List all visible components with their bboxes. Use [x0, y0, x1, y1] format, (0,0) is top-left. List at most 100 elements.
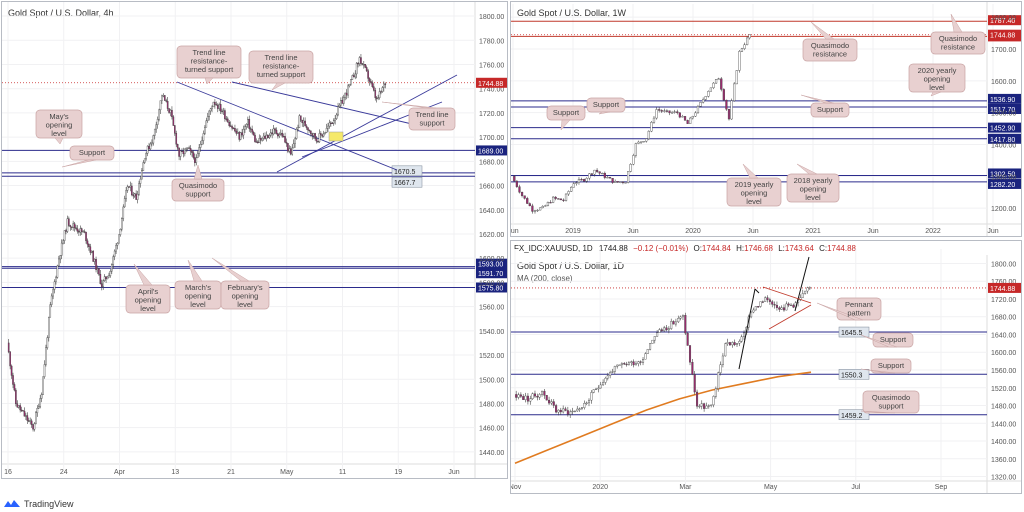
candle-body — [300, 115, 302, 121]
x-tick-label: 2022 — [925, 228, 941, 235]
candle-body — [714, 79, 718, 84]
candle-body — [804, 290, 807, 294]
callout-quasimodo-resistance-b-pointer — [950, 13, 963, 33]
x-tick-label: Jun — [747, 228, 758, 235]
candle-body — [645, 138, 648, 142]
candle-body — [724, 343, 727, 357]
candle-body — [48, 316, 50, 338]
level-price-tag-text: 1517.70 — [990, 107, 1015, 114]
candle-body — [658, 329, 661, 333]
candle-body — [82, 231, 84, 233]
candle-body — [677, 318, 680, 323]
y-tick-label: 1700.00 — [991, 47, 1016, 54]
callout-quasimodo-resistance-a-pointer — [810, 21, 835, 40]
candle-body — [36, 407, 39, 413]
candle-body — [679, 316, 682, 319]
candle-body — [583, 403, 586, 408]
candle-body — [686, 332, 689, 346]
candle-body — [364, 64, 367, 68]
candle-body — [555, 405, 558, 413]
chart-panel-1d[interactable]: FX_IDC:XAUUSD, 1D 1744.88 −0.12 (−0.01%)… — [510, 240, 1022, 494]
candle-body — [383, 83, 385, 88]
chart-1w-canvas[interactable]: Gold Spot / U.S. Dollar, 1W 1787.401739.… — [511, 2, 1021, 236]
callout-pennant-pattern-pointer — [816, 302, 864, 321]
candle-body — [518, 186, 521, 193]
x-tick-label: Mar — [679, 484, 692, 491]
callout-support-text: Support — [79, 148, 106, 157]
callout-quasimodo-resistance-a-text: Quasimodo resistance — [811, 41, 849, 59]
candle-body — [703, 403, 706, 409]
candle-body — [571, 410, 574, 413]
candle-body — [528, 203, 531, 207]
candle-body — [748, 34, 751, 39]
candle-body — [185, 147, 188, 150]
candle-body — [688, 345, 692, 363]
candle-body — [153, 128, 156, 136]
x-tick-label: 24 — [60, 469, 68, 476]
candle-body — [60, 242, 63, 256]
candle-body — [719, 364, 722, 373]
candle-body — [249, 128, 252, 130]
candle-body — [158, 109, 160, 120]
y-tick-label: 1640.00 — [479, 208, 504, 215]
callout-april-opening-pointer — [133, 263, 153, 286]
tradingview-logo-icon — [4, 500, 20, 507]
candle-body — [554, 196, 557, 199]
candle-body — [515, 180, 518, 187]
x-tick-label: 2019 — [565, 228, 581, 235]
candle-body — [261, 137, 263, 141]
candle-body — [559, 198, 562, 201]
candle-body — [294, 138, 296, 144]
candle-body — [307, 127, 309, 131]
candle-body — [545, 395, 548, 401]
candle-body — [176, 144, 179, 149]
candle-body — [696, 391, 699, 407]
chart-1d-canvas[interactable]: FX_IDC:XAUUSD, 1D 1744.88 −0.12 (−0.01%)… — [511, 241, 1021, 493]
candle-body — [330, 122, 332, 124]
candle-body — [674, 321, 677, 325]
candle-body — [649, 343, 652, 350]
candle-body — [340, 100, 342, 106]
candle-body — [29, 420, 31, 422]
candle-body — [40, 394, 43, 399]
candle-body — [730, 100, 733, 120]
candle-body — [248, 118, 251, 129]
last-price-tag — [476, 77, 507, 88]
candle-body — [35, 412, 37, 424]
candle-body — [274, 128, 276, 131]
brand-footer[interactable]: TradingView — [4, 497, 74, 511]
callout-may-opening-text: May's opening level — [46, 112, 73, 138]
candle-body — [85, 231, 87, 242]
candle-body — [587, 399, 591, 404]
callout-quasimodo-support-text: Quasimodo support — [872, 393, 910, 411]
candle-body — [637, 361, 640, 364]
ma-legend: MA (200, close) — [517, 274, 573, 283]
candle-body — [720, 78, 723, 90]
candle-body — [377, 97, 379, 99]
candle-body — [182, 150, 185, 155]
candle-body — [347, 85, 349, 96]
candle-body — [529, 398, 532, 402]
level-box-tag-text: 1670.5 — [394, 169, 416, 176]
chart-panel-4h[interactable]: Gold Spot / U.S. Dollar, 4h 1689.00 1593.… — [1, 1, 508, 479]
close-value: 1744.88 — [827, 244, 856, 253]
candle-body — [195, 157, 198, 163]
candle-body — [590, 173, 594, 175]
candle-body — [88, 244, 90, 247]
candle-body — [712, 82, 715, 89]
candle-body — [531, 393, 534, 399]
chart-4h-canvas[interactable]: Gold Spot / U.S. Dollar, 4h 1689.00 1593.… — [2, 2, 507, 478]
candle-body — [226, 118, 229, 123]
candle-body — [251, 128, 253, 133]
candle-body — [131, 185, 133, 196]
candle-body — [577, 179, 581, 183]
pennant-lower — [768, 304, 812, 330]
candle-body — [132, 194, 135, 197]
candle-body — [681, 116, 684, 118]
candle-body — [118, 234, 120, 244]
candle-body — [156, 119, 159, 125]
candle-body — [92, 250, 94, 262]
candle-body — [625, 363, 628, 366]
candle-body — [717, 78, 720, 80]
chart-panel-1w[interactable]: Gold Spot / U.S. Dollar, 1W 1787.401739.… — [510, 1, 1022, 237]
